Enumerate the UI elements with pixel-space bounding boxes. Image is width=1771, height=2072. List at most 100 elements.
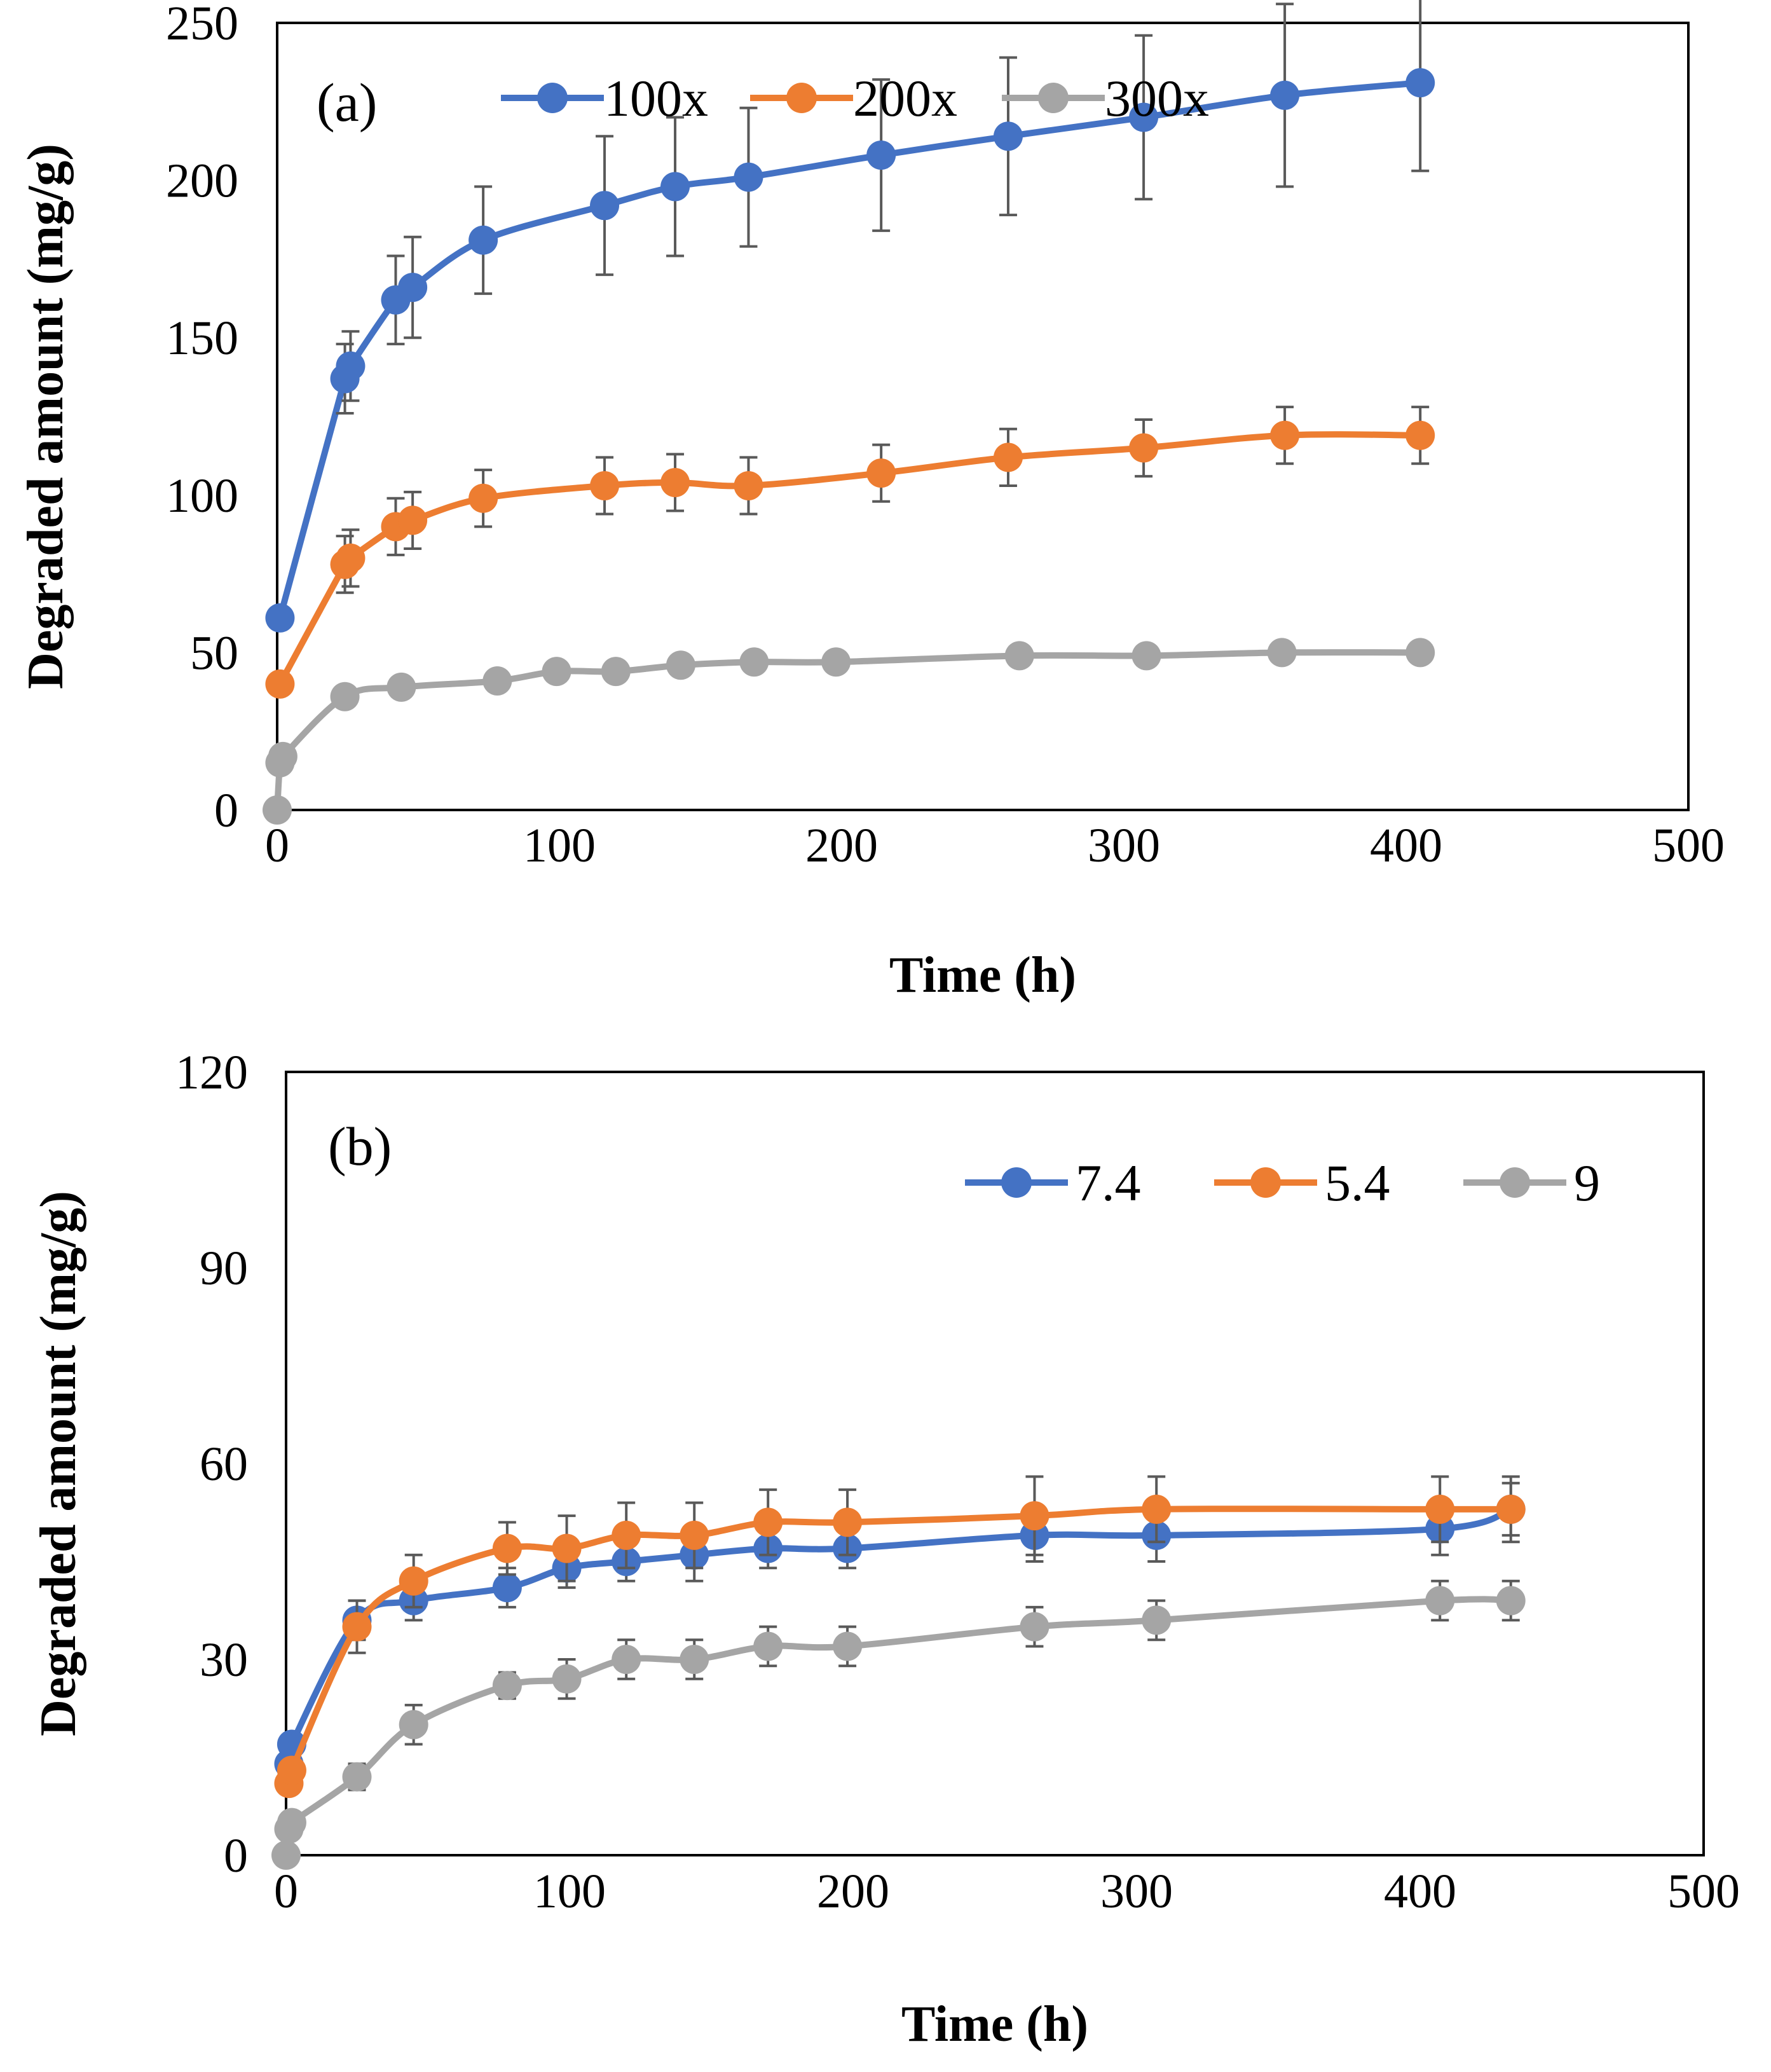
data-point — [342, 1762, 372, 1792]
chart-panel-b: 0 100 200 300 400 500 0 30 60 90 120 (b) Time (h)… — [31, 1046, 1740, 2052]
data-point — [612, 1520, 641, 1550]
data-point — [680, 1645, 709, 1674]
data-point — [1270, 80, 1300, 110]
data-point — [753, 1507, 783, 1537]
data-point — [1142, 1494, 1172, 1524]
legend-marker-7.4 — [1001, 1167, 1032, 1198]
data-point — [1020, 1501, 1050, 1531]
data-point — [993, 121, 1023, 151]
data-point — [821, 647, 851, 677]
data-point — [680, 1520, 709, 1550]
data-point — [601, 657, 631, 687]
data-point — [492, 1533, 522, 1563]
x-tick-label: 400 — [1370, 819, 1442, 872]
x-axis-label-b: Time (h) — [901, 1996, 1088, 2052]
data-point — [1267, 638, 1297, 668]
data-point — [265, 603, 295, 633]
x-tick-label: 0 — [265, 819, 289, 872]
panel-label-b: (b) — [328, 1116, 392, 1177]
x-tick-label: 300 — [1100, 1865, 1173, 1918]
data-point — [993, 443, 1023, 472]
data-point — [1129, 102, 1159, 132]
x-tick-label: 400 — [1384, 1865, 1456, 1918]
y-tick-label: 0 — [224, 1829, 248, 1883]
series-5.4 — [274, 1475, 1526, 1799]
y-tick-label: 100 — [166, 469, 238, 523]
legend-entry-9: 9 — [1463, 1154, 1600, 1212]
data-point — [399, 1710, 428, 1739]
x-tick-label: 500 — [1652, 819, 1725, 872]
legend-marker-9 — [1500, 1167, 1530, 1198]
legend-label-9: 9 — [1574, 1154, 1600, 1212]
data-point — [753, 1631, 783, 1661]
legend-label-5.4: 5.4 — [1325, 1154, 1390, 1212]
data-point — [552, 1533, 582, 1563]
data-point — [542, 657, 571, 687]
data-point — [660, 172, 690, 202]
legend-a: 100x 200x 300x — [501, 69, 1209, 127]
data-point — [492, 1573, 522, 1603]
legend-marker-100x — [537, 83, 568, 113]
data-point — [1142, 1605, 1172, 1635]
y-axis-label-a: Degraded amount (mg/g) — [18, 144, 74, 689]
legend-label-200x: 200x — [853, 69, 957, 127]
data-point — [1004, 641, 1034, 671]
data-point — [342, 1612, 372, 1642]
data-point — [468, 483, 498, 513]
data-point — [833, 1631, 863, 1661]
x-tick-label: 0 — [274, 1865, 298, 1918]
data-point — [336, 351, 366, 381]
x-tick-label: 300 — [1088, 819, 1160, 872]
data-point — [398, 272, 428, 302]
data-point — [268, 741, 297, 771]
series-100x — [265, 0, 1435, 633]
legend-entry-300x: 300x — [1002, 69, 1209, 127]
y-axis-label-b: Degraded amount (mg/g) — [31, 1191, 86, 1736]
data-point — [1425, 1586, 1455, 1616]
data-point — [1405, 638, 1435, 668]
data-point — [590, 191, 620, 221]
y-tick-label: 50 — [190, 626, 238, 680]
data-point — [263, 795, 292, 825]
data-point — [734, 470, 763, 500]
legend-b: 7.4 5.4 9 — [965, 1154, 1600, 1212]
legend-marker-300x — [1038, 83, 1069, 113]
series-layer-a — [263, 0, 1435, 825]
data-point — [833, 1507, 863, 1537]
data-point — [1129, 433, 1159, 463]
data-point — [734, 162, 763, 192]
y-tick-label: 200 — [166, 154, 238, 208]
legend-entry-100x: 100x — [501, 69, 708, 127]
data-point — [666, 650, 695, 680]
panel-label-a: (a) — [317, 72, 377, 133]
legend-marker-200x — [786, 83, 817, 113]
x-tick-label: 200 — [817, 1865, 889, 1918]
data-point — [1270, 420, 1300, 450]
x-tick-label: 100 — [533, 1865, 606, 1918]
y-tick-label: 30 — [200, 1633, 248, 1687]
data-point — [398, 505, 428, 535]
data-point — [1425, 1494, 1455, 1524]
y-tick-label: 120 — [175, 1046, 248, 1099]
chart-panel-a: 0 100 200 300 400 500 0 50 100 150 200 250 (a) Tim… — [18, 0, 1725, 1003]
data-point — [482, 666, 512, 696]
legend-entry-200x: 200x — [750, 69, 957, 127]
data-point — [265, 669, 295, 699]
y-tick-label: 150 — [166, 312, 238, 365]
data-point — [1020, 1612, 1050, 1642]
series-200x — [265, 406, 1435, 699]
data-point — [552, 1664, 582, 1694]
legend-label-7.4: 7.4 — [1076, 1154, 1141, 1212]
data-point — [468, 225, 498, 255]
legend-marker-5.4 — [1250, 1167, 1281, 1198]
x-tick-label: 200 — [805, 819, 878, 872]
data-point — [1496, 1586, 1526, 1616]
data-point — [271, 1841, 301, 1870]
data-point — [612, 1645, 641, 1674]
data-point — [739, 647, 769, 677]
y-ticks-b: 0 30 60 90 120 — [175, 1046, 248, 1883]
y-ticks-a: 0 50 100 150 200 250 — [166, 0, 238, 837]
data-point — [336, 543, 366, 573]
series-layer-b — [271, 1475, 1526, 1870]
data-point — [277, 1755, 306, 1785]
